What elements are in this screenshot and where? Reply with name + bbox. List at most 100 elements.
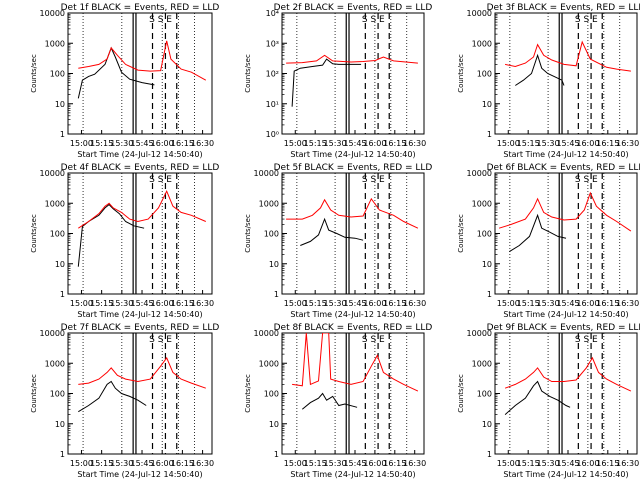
y-tick-label: 10 xyxy=(269,420,279,429)
y-tick-label: 10 xyxy=(55,260,65,269)
x-tick-label: 15:45 xyxy=(130,139,153,148)
x-tick-label: 15:30 xyxy=(110,139,133,148)
y-tick-label: 1000 xyxy=(259,199,279,208)
x-tick-label: 15:15 xyxy=(517,299,540,308)
x-tick-label: 15:30 xyxy=(324,139,347,148)
series-events-line xyxy=(515,53,565,86)
y-axis-label: Counts/sec xyxy=(457,54,465,93)
y-axis-label: Counts/sec xyxy=(30,54,38,93)
panel-title: Det 9f BLACK = Events, RED = LLD xyxy=(487,323,640,333)
panel-title-suffix: BLACK = Events, RED = LLD xyxy=(88,163,219,173)
panel-title-det: Det 3f xyxy=(487,3,516,13)
x-axis-label: Start Time (24-Jul-12 14:50:40) xyxy=(77,150,202,159)
marker-labels: S S E xyxy=(575,175,598,185)
panel-title: Det 1f BLACK = Events, RED = LLD xyxy=(61,3,220,13)
x-tick-label: 15:00 xyxy=(497,459,520,468)
x-tick-label: 16:30 xyxy=(191,459,214,468)
plot-frame xyxy=(494,332,638,455)
panel-title-suffix: BLACK = Events, RED = LLD xyxy=(301,3,432,13)
y-tick-label: 10 xyxy=(482,420,492,429)
y-tick-label: 1 xyxy=(60,130,65,139)
x-tick-label: 16:00 xyxy=(363,459,386,468)
panel-title-suffix: BLACK = Events, RED = LLD xyxy=(514,163,640,173)
panel-det-4: Det 4f BLACK = Events, RED = LLD 1 10 100 10… xyxy=(30,163,219,319)
x-axis-label: Start Time (24-Jul-12 14:50:40) xyxy=(77,310,202,319)
x-tick-label: 15:15 xyxy=(304,459,327,468)
panel-title: Det 5f BLACK = Events, RED = LLD xyxy=(274,163,433,173)
x-tick-label: 15:00 xyxy=(497,299,520,308)
x-tick-label: 16:30 xyxy=(403,459,426,468)
y-axis-label: Counts/sec xyxy=(457,214,465,253)
y-tick-label: 100 xyxy=(477,390,492,399)
y-tick-label: 1 xyxy=(487,290,492,299)
series-events-line xyxy=(508,213,567,253)
x-axis-label: Start Time (24-Jul-12 14:50:40) xyxy=(503,310,628,319)
panel-title-suffix: BLACK = Events, RED = LLD xyxy=(514,323,640,333)
y-tick-label: 1 xyxy=(60,450,65,459)
series-lld-line xyxy=(498,191,632,232)
panel-title-suffix: BLACK = Events, RED = LLD xyxy=(301,163,432,173)
panel-det-7: Det 7f BLACK = Events, RED = LLD 1 10 100 10… xyxy=(30,323,219,479)
x-tick-label: 15:15 xyxy=(304,139,327,148)
x-tick-label: 15:00 xyxy=(70,459,93,468)
x-tick-label: 16:15 xyxy=(383,459,406,468)
x-tick-label: 15:15 xyxy=(90,299,113,308)
series-events-line xyxy=(504,380,571,415)
panel-title-det: Det 6f xyxy=(487,163,516,173)
plot-frame xyxy=(281,12,425,135)
series-events-line xyxy=(78,380,147,413)
y-tick-label: 10 xyxy=(55,100,65,109)
y-tick-label: 1000 xyxy=(472,199,492,208)
series-events-line xyxy=(77,46,155,99)
x-tick-label: 15:45 xyxy=(343,299,366,308)
y-axis-label: Counts/sec xyxy=(244,54,252,93)
x-tick-label: 16:15 xyxy=(596,459,619,468)
x-tick-label: 15:00 xyxy=(70,299,93,308)
plot-frame xyxy=(67,172,213,295)
marker-labels: S S E xyxy=(149,335,172,345)
x-tick-label: 16:00 xyxy=(151,459,174,468)
panel-det-3: Det 3f BLACK = Events, RED = LLD 1 10 100 10… xyxy=(457,3,640,159)
y-axis-label: Counts/sec xyxy=(244,214,252,253)
x-tick-label: 15:30 xyxy=(537,459,560,468)
panel-title-det: Det 9f xyxy=(487,323,516,333)
plot-frame xyxy=(494,172,638,295)
series-lld-line xyxy=(286,197,419,229)
marker-labels: S S E xyxy=(362,175,385,185)
panel-title-det: Det 5f xyxy=(274,163,303,173)
x-tick-label: 15:00 xyxy=(284,459,307,468)
y-tick-label: 100 xyxy=(50,70,65,79)
x-tick-label: 16:15 xyxy=(171,299,194,308)
x-tick-label: 16:00 xyxy=(576,299,599,308)
series-lld-line xyxy=(78,40,207,81)
marker-labels: S S E xyxy=(149,15,172,25)
y-tick-label: 10¹ xyxy=(266,100,279,109)
series-events-line xyxy=(77,203,145,267)
series-lld-line xyxy=(292,333,419,392)
panel-title: Det 2f BLACK = Events, RED = LLD xyxy=(274,3,433,13)
series-events-line xyxy=(301,392,358,410)
marker-labels: S S E xyxy=(362,335,385,345)
y-tick-label: 100 xyxy=(264,390,279,399)
y-tick-label: 10000 xyxy=(467,9,492,18)
y-tick-label: 1000 xyxy=(45,199,65,208)
panel-title-det: Det 7f xyxy=(61,323,90,333)
x-tick-label: 16:15 xyxy=(171,139,194,148)
series-lld-line xyxy=(286,54,418,64)
y-axis-label: Counts/sec xyxy=(30,214,38,253)
x-tick-label: 15:15 xyxy=(90,139,113,148)
panel-det-8: Det 8f BLACK = Events, RED = LLD 1 10 100 10… xyxy=(244,323,432,479)
x-axis-label: Start Time (24-Jul-12 14:50:40) xyxy=(290,310,415,319)
x-tick-label: 16:15 xyxy=(596,299,619,308)
y-tick-label: 1 xyxy=(274,290,279,299)
panel-title: Det 4f BLACK = Events, RED = LLD xyxy=(61,163,220,173)
panel-title: Det 7f BLACK = Events, RED = LLD xyxy=(61,323,220,333)
x-tick-label: 15:30 xyxy=(110,459,133,468)
y-tick-label: 100 xyxy=(50,230,65,239)
x-tick-label: 15:00 xyxy=(284,299,307,308)
panel-title-suffix: BLACK = Events, RED = LLD xyxy=(88,3,219,13)
x-tick-label: 15:45 xyxy=(556,459,579,468)
x-tick-label: 16:15 xyxy=(596,139,619,148)
y-tick-label: 1 xyxy=(487,130,492,139)
marker-labels: S S E xyxy=(149,175,172,185)
